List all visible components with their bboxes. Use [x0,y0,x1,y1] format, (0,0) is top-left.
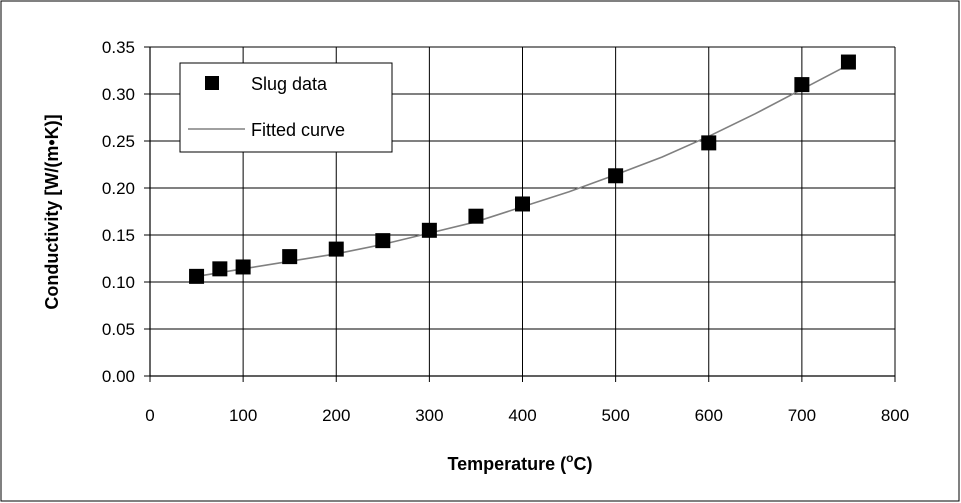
slug-data-point [189,268,205,284]
slug-data-point [608,168,624,184]
slug-data-point [212,261,228,277]
x-tick-label: 700 [788,406,816,425]
legend-label-fitted-curve: Fitted curve [251,120,345,140]
slug-data-point [840,54,856,70]
slug-data-point [794,77,810,93]
y-tick-label: 0.15 [102,226,135,245]
slug-data-point [282,249,298,265]
slug-data-point [468,208,484,224]
slug-data-series [189,54,856,284]
legend-marker-slug-data [205,76,219,90]
x-tick-label: 0 [145,406,154,425]
slug-data-point [421,222,437,238]
y-tick-label: 0.05 [102,320,135,339]
slug-data-point [235,259,251,275]
x-tick-label: 200 [322,406,350,425]
y-tick-label: 0.25 [102,132,135,151]
slug-data-point [701,135,717,151]
slug-data-point [328,241,344,257]
x-tick-label: 600 [695,406,723,425]
x-tick-label: 500 [601,406,629,425]
slug-data-point [515,196,530,212]
x-tick-label: 800 [881,406,909,425]
y-tick-label: 0.20 [102,179,135,198]
y-axis-title: Conductivity [W/(m•K)] [42,114,62,309]
slug-data-point [375,233,391,249]
grid [150,46,896,376]
y-tick-label: 0.35 [102,38,135,57]
y-axis-ticks: 0.00 0.05 0.10 0.15 0.20 0.25 0.30 0.35 [102,38,150,386]
y-tick-label: 0.10 [102,273,135,292]
legend: Slug data Fitted curve [179,62,393,153]
x-tick-label: 300 [415,406,443,425]
x-tick-label: 100 [229,406,257,425]
x-axis-ticks: 0 100 200 300 400 500 600 700 800 [145,376,909,425]
legend-label-slug-data: Slug data [251,74,328,94]
y-tick-label: 0.30 [102,85,135,104]
y-tick-label: 0.00 [102,367,135,386]
x-tick-label: 400 [508,406,536,425]
x-axis-title: Temperature (oC) [447,451,592,474]
